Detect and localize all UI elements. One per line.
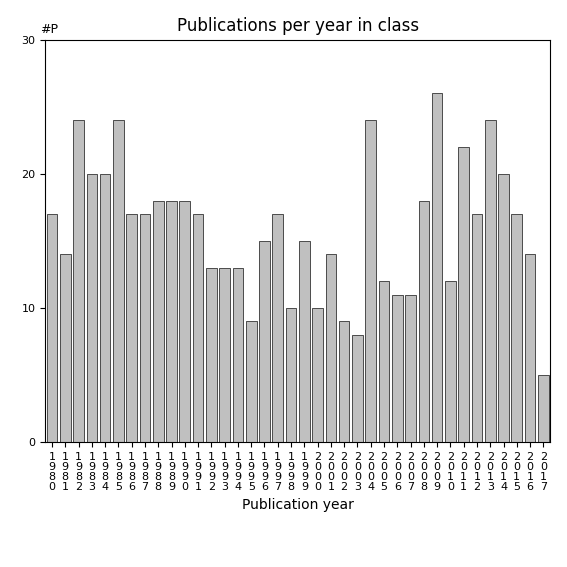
Bar [166,201,177,442]
Bar [272,214,283,442]
Bar [139,214,150,442]
Bar [379,281,390,442]
Bar [73,120,84,442]
Bar [418,201,429,442]
Bar [219,268,230,442]
Bar [259,241,270,442]
Bar [232,268,243,442]
Bar [286,308,297,442]
Bar [432,94,442,442]
Bar [538,375,549,442]
Bar [126,214,137,442]
Bar [485,120,496,442]
Bar [100,174,111,442]
Bar [445,281,456,442]
Bar [180,201,190,442]
Bar [405,295,416,442]
Text: #P: #P [40,23,58,36]
Bar [525,255,535,442]
Bar [87,174,97,442]
Bar [60,255,70,442]
Bar [498,174,509,442]
Bar [392,295,403,442]
X-axis label: Publication year: Publication year [242,497,354,511]
Bar [246,321,256,442]
Bar [193,214,204,442]
Title: Publications per year in class: Publications per year in class [176,18,419,35]
Bar [352,335,363,442]
Bar [299,241,310,442]
Bar [325,255,336,442]
Bar [365,120,376,442]
Bar [458,147,469,442]
Bar [511,214,522,442]
Bar [206,268,217,442]
Bar [153,201,163,442]
Bar [472,214,483,442]
Bar [339,321,349,442]
Bar [46,214,57,442]
Bar [312,308,323,442]
Bar [113,120,124,442]
